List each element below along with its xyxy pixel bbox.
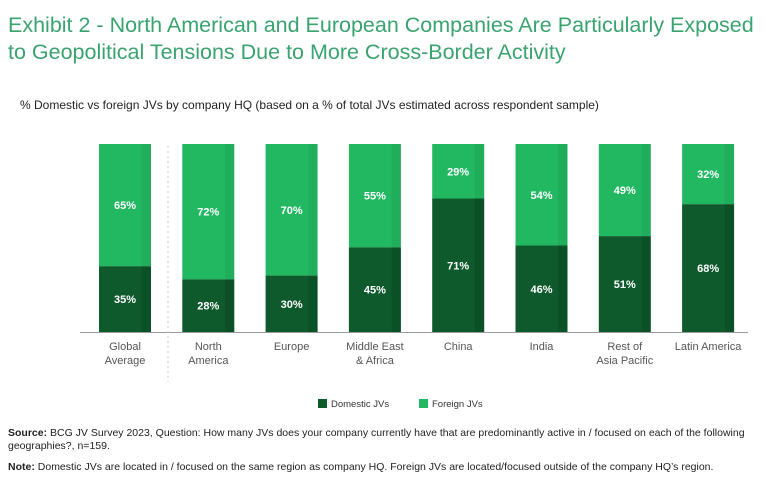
bar-domestic [682, 204, 735, 332]
bar-domestic [598, 236, 651, 332]
chart-title: Exhibit 2 - North American and European … [8, 13, 754, 64]
bar-domestic [515, 245, 568, 332]
bar-domestic-shade [724, 204, 735, 332]
chart-subtitle: % Domestic vs foreign JVs by company HQ … [20, 98, 599, 112]
data-label-foreign: 72% [197, 207, 219, 219]
note-label: Note: [8, 461, 35, 473]
bar-foreign [598, 144, 651, 237]
x-tick-label: North [195, 341, 222, 353]
data-label-foreign: 54% [530, 190, 552, 202]
data-label-foreign: 55% [364, 191, 386, 203]
bar-domestic-shade [224, 279, 235, 332]
note-text: Domestic JVs are located in / focused on… [37, 461, 714, 473]
bar-foreign [99, 144, 151, 267]
x-tick-label: Global [109, 341, 141, 353]
bar-foreign-shade [641, 144, 651, 237]
data-label-domestic: 71% [447, 260, 469, 272]
x-tick-label: Middle East [346, 341, 403, 353]
bar-foreign-shade [558, 144, 568, 246]
x-tick-label: Europe [274, 341, 309, 353]
legend-swatch-domestic [318, 399, 327, 408]
bar-foreign-shade [724, 144, 735, 205]
bar-domestic [99, 266, 151, 332]
legend-label-domestic: Domestic JVs [331, 399, 389, 410]
x-tick-label: Rest of [607, 341, 643, 353]
bar-foreign-shade [308, 144, 318, 276]
bar-foreign [682, 144, 735, 205]
bar-domestic-shade [558, 245, 568, 332]
bar-foreign-shade [391, 144, 401, 248]
data-label-domestic: 51% [614, 279, 636, 291]
data-label-domestic: 30% [281, 299, 303, 311]
bar-domestic-shade [141, 266, 151, 332]
x-tick-label: China [444, 341, 474, 353]
bar-domestic-shade [641, 236, 651, 332]
x-tick-label: & Africa [356, 355, 395, 367]
bar-foreign [182, 144, 235, 280]
bar-domestic-shade [391, 247, 401, 332]
bar-foreign-shade [224, 144, 235, 280]
bar-foreign [348, 144, 401, 248]
data-label-domestic: 35% [114, 294, 136, 306]
bar-domestic-shade [308, 275, 318, 332]
source-text: BCG JV Survey 2023, Question: How many J… [8, 427, 745, 452]
data-label-domestic: 68% [697, 263, 719, 275]
stacked-bar-chart: 65% 35% Global Average 72% 28% North America 70%… [80, 144, 748, 410]
bar-foreign [432, 144, 485, 199]
data-label-foreign: 65% [114, 200, 136, 212]
bar-foreign [265, 144, 318, 276]
data-label-foreign: 70% [281, 205, 303, 217]
data-label-domestic: 46% [530, 284, 552, 296]
data-label-foreign: 29% [447, 166, 469, 178]
data-label-domestic: 28% [197, 301, 219, 313]
data-label-domestic: 45% [364, 285, 386, 297]
x-tick-label: Asia Pacific [596, 355, 653, 367]
legend-swatch-foreign [419, 399, 428, 408]
footnote: Note: Domestic JVs are located in / focu… [8, 461, 763, 474]
data-label-foreign: 49% [614, 185, 636, 197]
x-tick-label: America [188, 355, 229, 367]
bar-foreign-shade [474, 144, 485, 199]
bar-foreign-shade [141, 144, 151, 267]
data-label-foreign: 32% [697, 169, 719, 181]
x-tick-label: India [530, 341, 555, 353]
x-tick-label: Latin America [675, 341, 743, 353]
bar-domestic [265, 275, 318, 332]
bar-foreign [515, 144, 568, 246]
legend-label-foreign: Foreign JVs [432, 399, 483, 410]
bar-domestic [432, 198, 485, 332]
x-tick-label: Average [105, 355, 146, 367]
bar-domestic-shade [474, 198, 485, 332]
source-note: Source: BCG JV Survey 2023, Question: Ho… [8, 427, 763, 453]
source-label: Source: [8, 427, 48, 439]
bar-domestic [182, 279, 235, 332]
bar-domestic [348, 247, 401, 332]
